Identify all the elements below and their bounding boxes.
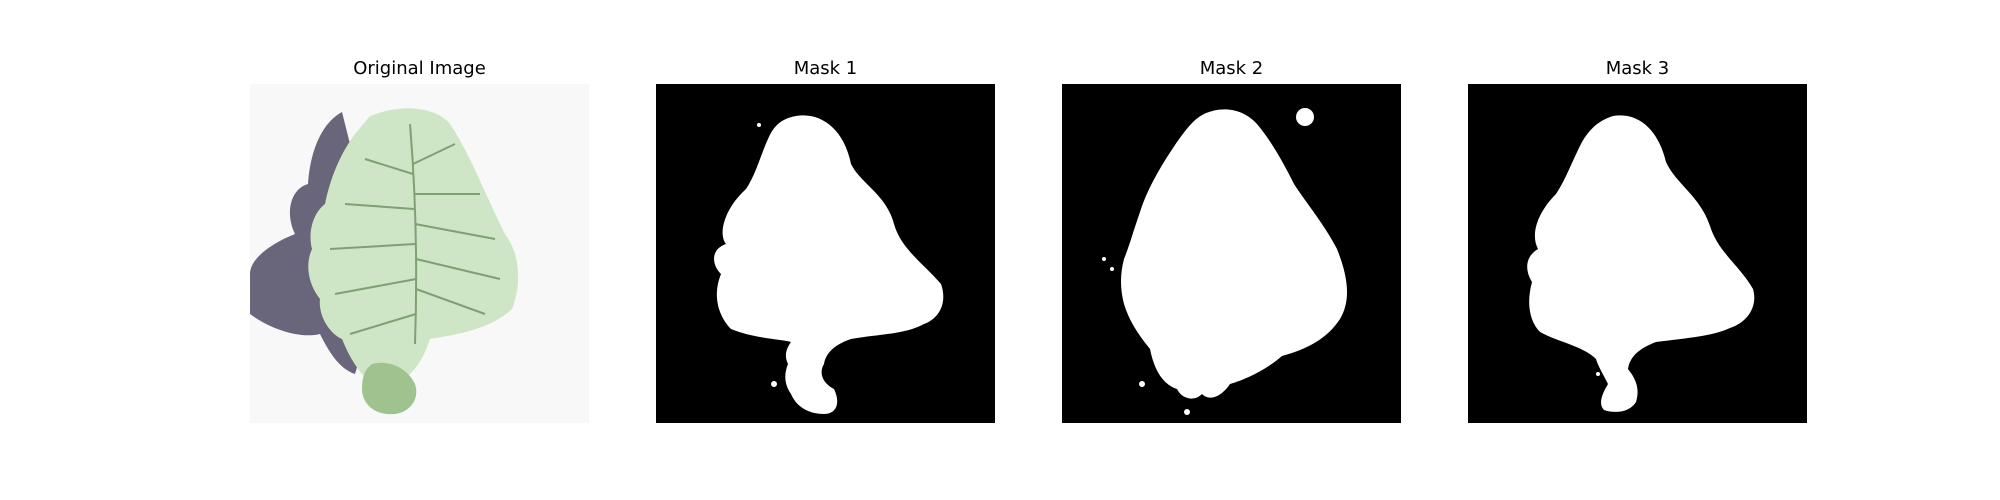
mask-speck [1184, 409, 1190, 415]
mask-region [714, 115, 944, 414]
panel-title: Mask 1 [793, 58, 858, 79]
mask-speck [1102, 257, 1106, 261]
leaf-body [308, 108, 519, 386]
mask-speck [757, 123, 761, 127]
mask-3-image [1468, 84, 1807, 423]
leaf-lower-lobe [362, 362, 417, 415]
panel-original-image: Original Image [250, 0, 589, 500]
mask-region [1527, 115, 1755, 412]
mask-speck [1139, 381, 1145, 387]
mask-1-image [656, 84, 995, 423]
leaf-veins [329, 123, 501, 345]
mask-2 [1062, 84, 1401, 423]
panel-mask-1: Mask 1 [656, 0, 995, 500]
mask-blob [1296, 108, 1314, 126]
mask-region [1121, 109, 1348, 399]
panel-title: Mask 3 [1605, 58, 1670, 79]
panel-title: Mask 2 [1199, 58, 1264, 79]
panel-mask-2: Mask 2 [1062, 0, 1401, 500]
mask-speck [771, 381, 777, 387]
mask-3 [1468, 84, 1807, 423]
mask-1 [656, 84, 995, 423]
mask-2-image [1062, 84, 1401, 423]
mask-speck [1110, 267, 1114, 271]
leaf-photo [250, 84, 589, 423]
mask-speck [1583, 161, 1589, 167]
mask-speck [1596, 372, 1600, 376]
panel-title: Original Image [353, 58, 486, 79]
panel-mask-3: Mask 3 [1468, 0, 1807, 500]
original-image [250, 84, 589, 423]
